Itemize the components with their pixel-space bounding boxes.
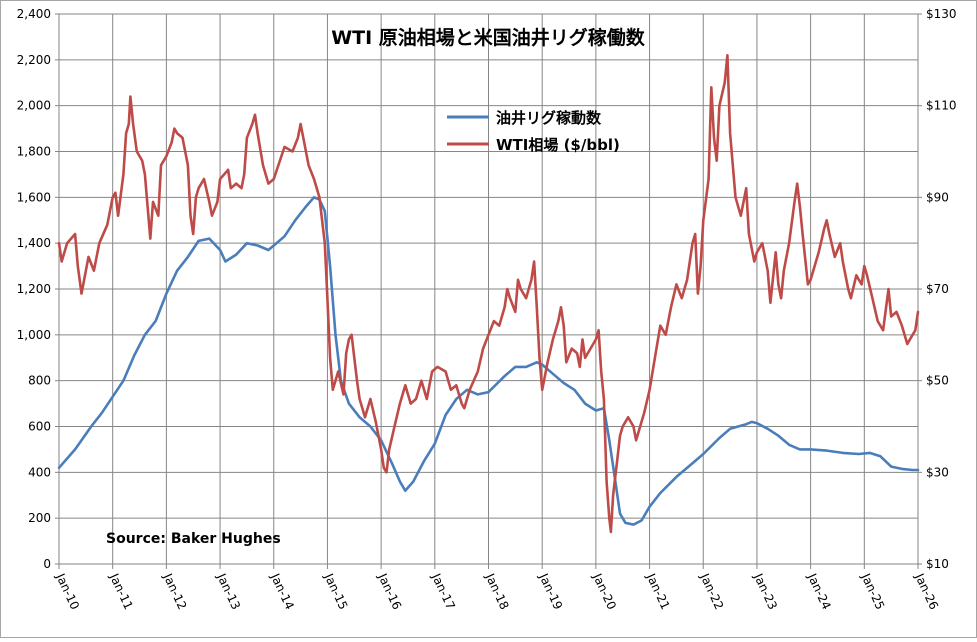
- right-axis-tick-label: $130: [926, 7, 957, 21]
- gridlines: [59, 14, 918, 564]
- right-axis-tick-label: $70: [926, 282, 949, 296]
- right-axis-tick-label: $110: [926, 99, 957, 113]
- right-axis-tick-label: $30: [926, 465, 949, 479]
- right-axis-tick-label: $90: [926, 190, 949, 204]
- left-axis-tick-label: 2,400: [17, 7, 51, 21]
- left-axis-tick-label: 2,200: [17, 53, 51, 67]
- left-axis-tick-label: 1,200: [17, 282, 51, 296]
- left-axis-tick-label: 600: [28, 420, 51, 434]
- legend-label-wti: WTI相場 ($/bbl): [496, 136, 620, 154]
- chart-title: WTI 原油相場と米国油井リグ稼働数: [331, 26, 646, 49]
- legend-label-rig-count: 油井リグ稼動数: [496, 109, 602, 127]
- left-axis-tick-label: 1,800: [17, 145, 51, 159]
- series-line-wti-price: [57, 53, 920, 534]
- legend: 油井リグ稼動数 WTI相場 ($/bbl): [447, 109, 620, 154]
- left-axis-tick-label: 1,400: [17, 236, 51, 250]
- source-annotation: Source: Baker Hughes: [106, 531, 281, 547]
- left-axis-tick-label: 1,600: [17, 190, 51, 204]
- left-axis-tick-label: 1,000: [17, 328, 51, 342]
- series-line-rig-count: [57, 196, 920, 526]
- left-axis-tick-label: 2,000: [17, 99, 51, 113]
- left-axis-tick-label: 0: [43, 557, 51, 571]
- right-axis-tick-label: $10: [926, 557, 949, 571]
- left-axis-tick-label: 200: [28, 511, 51, 525]
- left-axis-tick-label: 800: [28, 374, 51, 388]
- series-lines: [57, 53, 920, 534]
- left-axis-tick-label: 400: [28, 465, 51, 479]
- right-axis-tick-label: $50: [926, 374, 949, 388]
